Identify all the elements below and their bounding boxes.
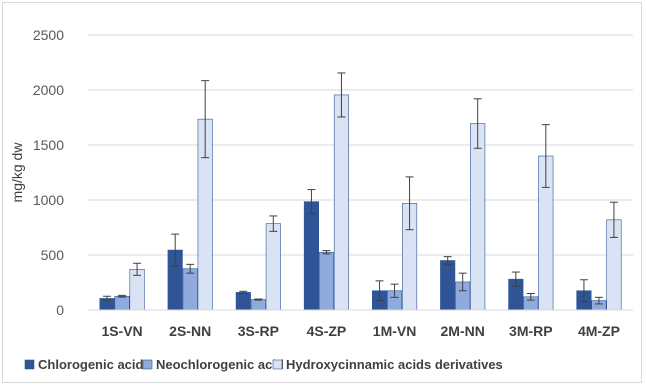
bar xyxy=(265,223,281,311)
bar xyxy=(333,94,349,311)
x-tick-label: 4M-ZP xyxy=(578,323,620,339)
x-tick-label: 2M-NN xyxy=(441,323,485,339)
bar xyxy=(182,268,198,311)
legend: Chlorogenic acid Neochlorogenic acid Hydro… xyxy=(24,357,503,372)
x-tick-label: 1S-VN xyxy=(101,323,142,339)
y-tick-label: 1000 xyxy=(33,192,64,208)
y-tick-label: 2000 xyxy=(33,82,64,98)
chart-frame: 0 500 1000 1500 2000 2500 mg/kg dw 1S-VN 2S-NN… xyxy=(2,2,642,383)
legend-label: Chlorogenic acid xyxy=(38,357,144,372)
x-tick-label: 1M-VN xyxy=(373,323,417,339)
x-tick-label: 4S-ZP xyxy=(307,323,347,339)
bar xyxy=(114,295,130,311)
legend-swatch xyxy=(142,359,153,370)
legend-label: Hydroxycinnamic acids derivatives xyxy=(286,357,503,372)
x-tick-label: 3M-RP xyxy=(509,323,553,339)
x-tick-label: 3S-RP xyxy=(238,323,279,339)
y-tick-label: 0 xyxy=(56,302,64,318)
bar-chart: 0 500 1000 1500 2000 2500 mg/kg dw 1S-VN 2S-NN… xyxy=(9,27,633,372)
y-tick-label: 2500 xyxy=(33,27,64,43)
bar xyxy=(470,123,486,311)
y-tick-label: 500 xyxy=(41,247,65,263)
error-bars xyxy=(103,72,618,305)
x-axis-ticks: 1S-VN 2S-NN 3S-RP 4S-ZP 1M-VN 2M-NN 3M-RP 4M-ZP xyxy=(101,323,619,339)
x-tick-label: 2S-NN xyxy=(169,323,211,339)
legend-swatch xyxy=(272,359,283,370)
legend-label: Neochlorogenic acid xyxy=(156,357,284,372)
bars xyxy=(99,94,622,311)
bar xyxy=(303,201,319,311)
bar xyxy=(318,251,334,311)
y-axis-ticks: 0 500 1000 1500 2000 2500 xyxy=(33,27,64,318)
legend-swatch xyxy=(24,359,35,370)
bar xyxy=(250,299,266,311)
bar xyxy=(440,260,456,311)
y-tick-label: 1500 xyxy=(33,137,64,153)
y-axis-label: mg/kg dw xyxy=(9,142,25,203)
bar xyxy=(235,292,251,311)
